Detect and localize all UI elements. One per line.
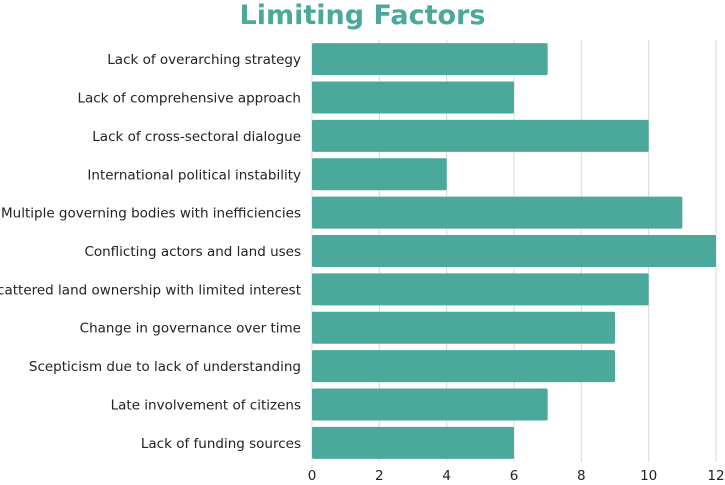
bar-8 xyxy=(312,311,615,344)
category-label-8: Change in governance over time xyxy=(80,321,301,337)
chart-title: Limiting Factors xyxy=(239,0,486,31)
bar-10 xyxy=(312,388,548,421)
x-tick-label-0: 0 xyxy=(308,468,317,484)
category-label-7: Scattered land ownership with limited in… xyxy=(0,282,301,298)
category-label-4: International political instability xyxy=(87,167,301,183)
x-tick-label-12: 12 xyxy=(707,468,724,484)
category-label-2: Lack of comprehensive approach xyxy=(77,91,301,107)
category-label-6: Conflicting actors and land uses xyxy=(84,244,301,260)
category-label-10: Late involvement of citizens xyxy=(111,397,301,413)
x-tick-label-4: 4 xyxy=(442,468,451,484)
bar-11 xyxy=(312,426,514,459)
x-tick-label-8: 8 xyxy=(577,468,586,484)
x-tick-label-6: 6 xyxy=(510,468,519,484)
category-label-5: Multiple governing bodies with inefficie… xyxy=(1,206,301,222)
bar-3 xyxy=(312,119,649,152)
bar-1 xyxy=(312,43,548,76)
bar-7 xyxy=(312,273,649,306)
bar-6 xyxy=(312,235,716,267)
category-label-1: Lack of overarching strategy xyxy=(107,52,301,68)
bar-5 xyxy=(312,196,683,229)
bar-9 xyxy=(312,350,615,383)
category-label-11: Lack of funding sources xyxy=(141,436,301,452)
category-label-9: Scepticism due to lack of understanding xyxy=(29,359,301,375)
bar-2 xyxy=(312,81,514,114)
x-tick-label-10: 10 xyxy=(640,468,657,484)
x-tick-label-2: 2 xyxy=(375,468,384,484)
bar-4 xyxy=(312,158,447,191)
category-label-3: Lack of cross-sectoral dialogue xyxy=(92,129,301,145)
